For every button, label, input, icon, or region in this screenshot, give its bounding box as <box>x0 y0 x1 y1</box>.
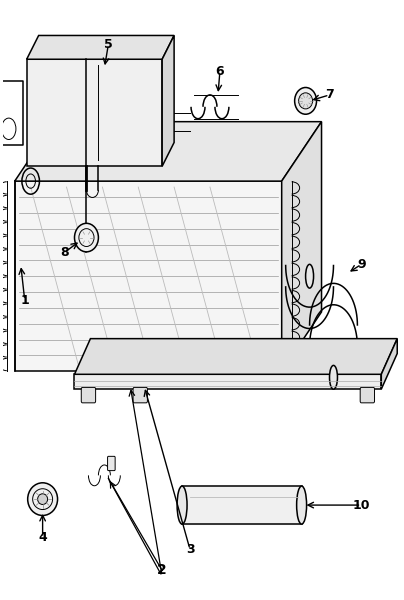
Polygon shape <box>27 59 162 166</box>
Polygon shape <box>74 374 381 389</box>
FancyBboxPatch shape <box>360 388 375 403</box>
Text: 6: 6 <box>216 65 224 77</box>
Ellipse shape <box>297 486 307 524</box>
Text: 7: 7 <box>325 88 334 101</box>
Polygon shape <box>27 35 174 59</box>
Ellipse shape <box>38 494 48 505</box>
Text: 5: 5 <box>104 38 113 51</box>
Text: 4: 4 <box>38 531 47 544</box>
Ellipse shape <box>177 486 187 524</box>
Text: 10: 10 <box>353 499 370 512</box>
Ellipse shape <box>74 223 99 252</box>
Ellipse shape <box>299 93 313 109</box>
Polygon shape <box>162 35 174 166</box>
Polygon shape <box>74 338 397 374</box>
Text: 9: 9 <box>357 258 366 271</box>
Ellipse shape <box>330 365 337 389</box>
FancyBboxPatch shape <box>107 457 115 470</box>
Ellipse shape <box>305 265 314 288</box>
Polygon shape <box>282 122 322 371</box>
Text: 1: 1 <box>20 293 29 307</box>
FancyBboxPatch shape <box>133 388 147 403</box>
Text: 8: 8 <box>60 246 69 259</box>
Polygon shape <box>381 338 397 389</box>
Polygon shape <box>15 181 282 371</box>
FancyBboxPatch shape <box>81 388 96 403</box>
Text: 3: 3 <box>186 543 194 556</box>
Ellipse shape <box>295 88 317 114</box>
Polygon shape <box>15 122 322 181</box>
Ellipse shape <box>28 483 57 515</box>
Text: 2: 2 <box>157 563 167 577</box>
